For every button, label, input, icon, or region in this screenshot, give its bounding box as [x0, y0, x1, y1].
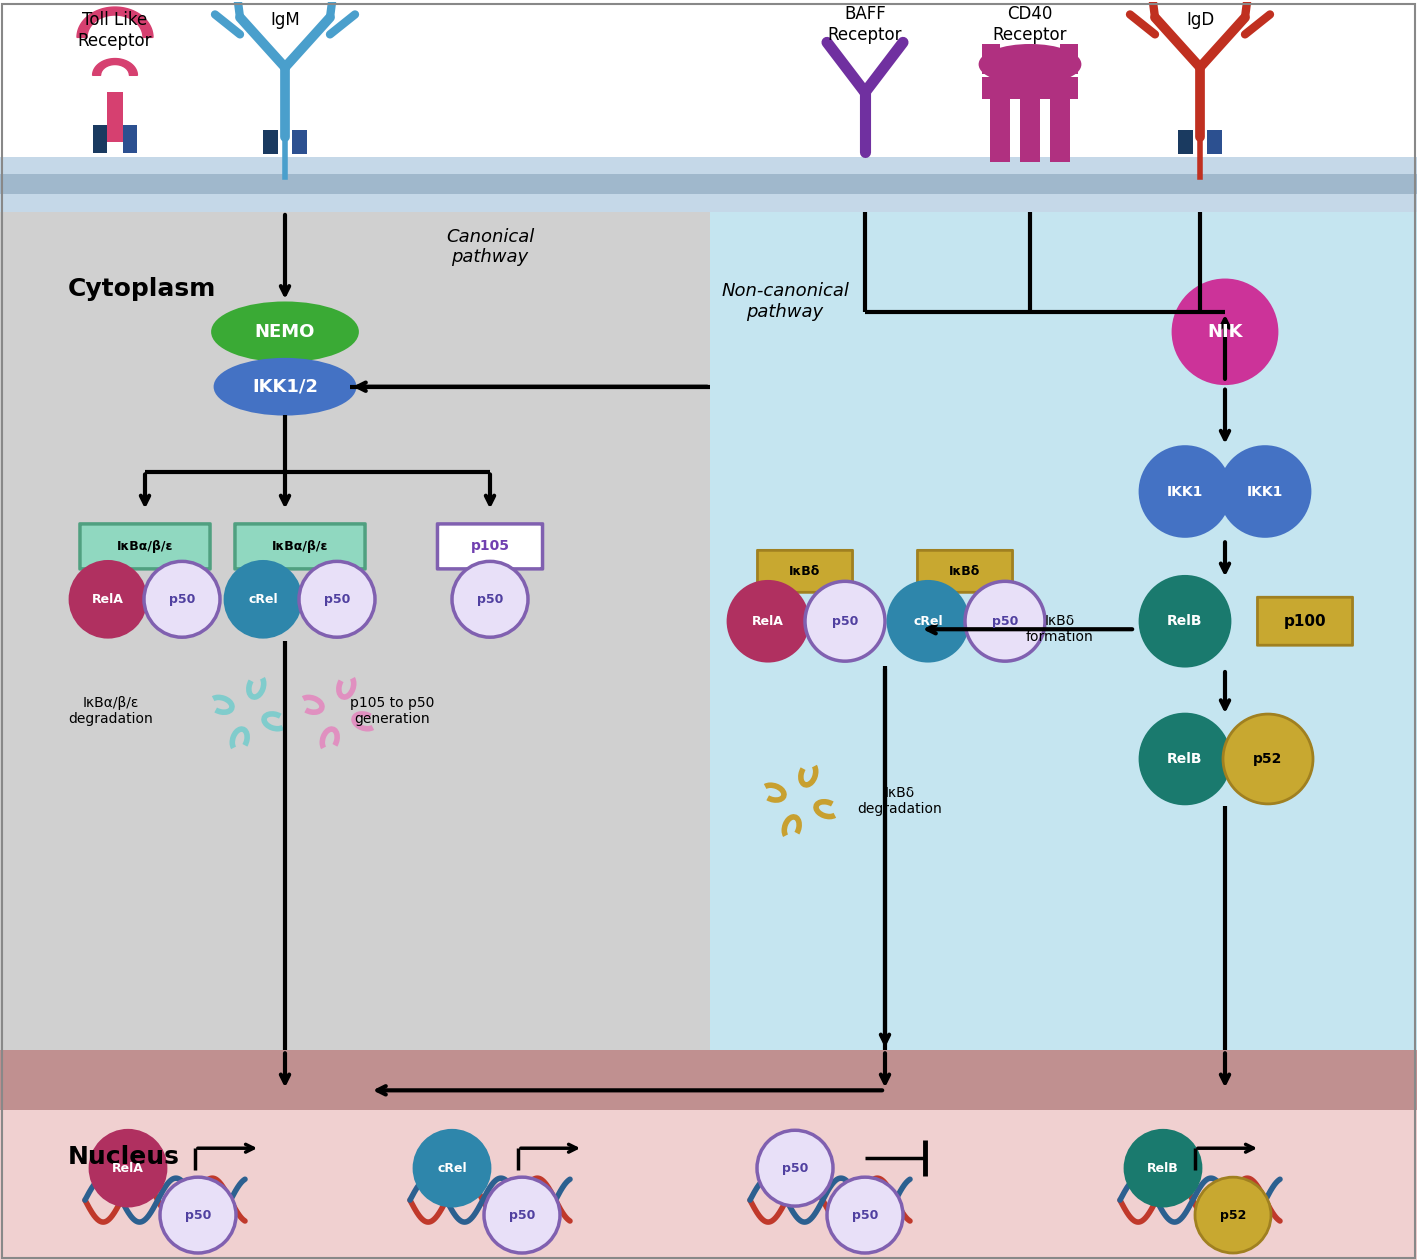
Bar — [292, 130, 307, 154]
Circle shape — [299, 562, 376, 638]
Circle shape — [91, 1130, 166, 1206]
Circle shape — [728, 581, 808, 662]
Text: RelB: RelB — [1168, 752, 1203, 766]
Bar — [1178, 130, 1193, 154]
Circle shape — [1141, 446, 1230, 537]
Ellipse shape — [215, 359, 356, 415]
Circle shape — [1173, 280, 1277, 384]
FancyBboxPatch shape — [1257, 597, 1353, 645]
Circle shape — [1220, 446, 1309, 537]
Text: cRel: cRel — [438, 1162, 466, 1174]
Circle shape — [1195, 1177, 1271, 1252]
Text: RelA: RelA — [752, 615, 784, 627]
Bar — [990, 97, 1010, 163]
Text: p50: p50 — [832, 615, 859, 627]
Text: IκBδ
degradation: IκBδ degradation — [857, 786, 942, 816]
Bar — [982, 44, 1000, 74]
Circle shape — [452, 562, 529, 638]
Text: Toll Like
Receptor: Toll Like Receptor — [78, 11, 152, 50]
Bar — [0, 3, 1417, 158]
Text: p50: p50 — [509, 1208, 536, 1222]
Polygon shape — [77, 8, 153, 38]
Text: NEMO: NEMO — [255, 323, 315, 340]
FancyBboxPatch shape — [758, 551, 853, 592]
Circle shape — [965, 581, 1044, 662]
Circle shape — [1125, 1130, 1202, 1206]
Bar — [0, 1051, 1417, 1110]
Text: IKK1/2: IKK1/2 — [252, 378, 317, 396]
Text: p50: p50 — [782, 1162, 808, 1174]
Text: RelB: RelB — [1148, 1162, 1179, 1174]
Text: NIK: NIK — [1207, 323, 1243, 340]
Text: RelA: RelA — [92, 592, 123, 606]
Circle shape — [888, 581, 968, 662]
Text: IκBα/β/ε: IκBα/β/ε — [116, 539, 173, 553]
Circle shape — [414, 1130, 490, 1206]
Bar — [0, 174, 1417, 194]
FancyBboxPatch shape — [235, 524, 366, 568]
Bar — [1050, 97, 1070, 163]
Text: p52: p52 — [1220, 1208, 1246, 1222]
Circle shape — [1141, 576, 1230, 667]
Ellipse shape — [213, 302, 357, 360]
Ellipse shape — [981, 45, 1080, 83]
Text: p105: p105 — [470, 539, 510, 553]
Bar — [0, 212, 710, 1051]
Text: p105 to p50
generation: p105 to p50 generation — [350, 696, 435, 726]
Bar — [1020, 97, 1040, 163]
Text: p50: p50 — [169, 592, 196, 606]
Circle shape — [1223, 714, 1314, 804]
Text: cRel: cRel — [248, 592, 278, 606]
Text: Nucleus: Nucleus — [68, 1145, 180, 1169]
Text: Canonical
pathway: Canonical pathway — [446, 228, 534, 266]
Text: IgM: IgM — [271, 11, 300, 29]
Bar — [1207, 130, 1221, 154]
Text: p50: p50 — [852, 1208, 879, 1222]
Bar — [108, 92, 123, 142]
Bar — [1060, 44, 1078, 74]
Text: p50: p50 — [992, 615, 1019, 627]
Text: IκBα/β/ε
degradation: IκBα/β/ε degradation — [68, 696, 153, 726]
Text: RelB: RelB — [1168, 614, 1203, 629]
Circle shape — [485, 1177, 560, 1252]
Bar — [123, 125, 137, 154]
Text: p50: p50 — [184, 1208, 211, 1222]
Bar — [982, 77, 1078, 100]
Bar — [94, 125, 108, 154]
FancyBboxPatch shape — [438, 524, 543, 568]
Text: IκBδ: IκBδ — [789, 564, 820, 578]
FancyBboxPatch shape — [917, 551, 1013, 592]
Text: cRel: cRel — [913, 615, 942, 627]
Bar — [0, 1110, 1417, 1260]
Bar — [710, 212, 1417, 1051]
Text: p100: p100 — [1284, 614, 1326, 629]
Circle shape — [160, 1177, 237, 1252]
Text: CD40
Receptor: CD40 Receptor — [993, 5, 1067, 44]
Circle shape — [828, 1177, 903, 1252]
Text: RelA: RelA — [112, 1162, 145, 1174]
Text: IκBα/β/ε: IκBα/β/ε — [272, 539, 329, 553]
Text: BAFF
Receptor: BAFF Receptor — [828, 5, 903, 44]
Text: IgD: IgD — [1186, 11, 1214, 29]
Text: IκBδ
formation: IκBδ formation — [1026, 614, 1094, 644]
Text: p50: p50 — [476, 592, 503, 606]
Circle shape — [225, 562, 300, 638]
Text: IκBδ: IκBδ — [949, 564, 981, 578]
Circle shape — [145, 562, 220, 638]
FancyBboxPatch shape — [79, 524, 210, 568]
Circle shape — [805, 581, 886, 662]
Circle shape — [69, 562, 146, 638]
Bar — [0, 158, 1417, 212]
Text: p50: p50 — [324, 592, 350, 606]
Circle shape — [1141, 714, 1230, 804]
Polygon shape — [92, 58, 137, 76]
Bar — [264, 130, 278, 154]
Text: Cytoplasm: Cytoplasm — [68, 277, 217, 301]
Text: p52: p52 — [1253, 752, 1282, 766]
Text: IKK1: IKK1 — [1166, 485, 1203, 499]
Text: IKK1: IKK1 — [1247, 485, 1284, 499]
Text: Non-canonical
pathway: Non-canonical pathway — [721, 282, 849, 321]
Circle shape — [757, 1130, 833, 1206]
